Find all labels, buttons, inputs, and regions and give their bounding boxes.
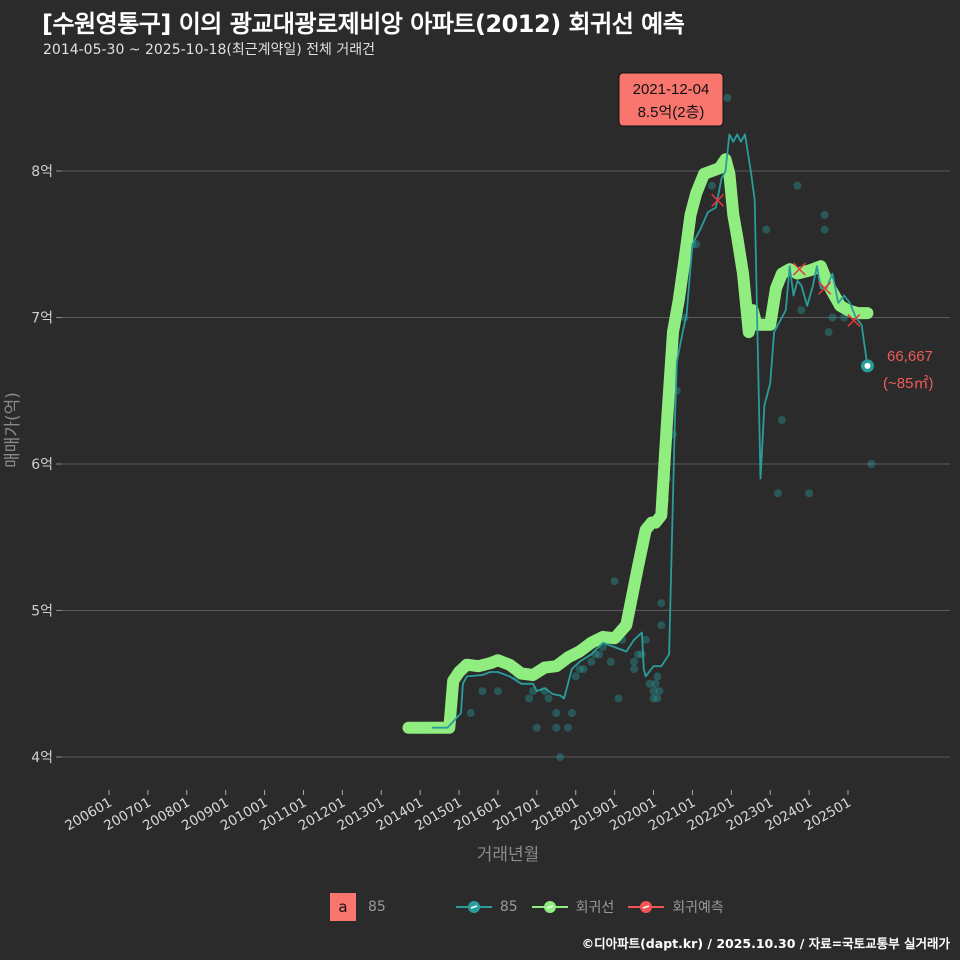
- legend-item-85: 85: [455, 899, 518, 915]
- y-tick-label: 8억: [31, 164, 53, 180]
- prediction-markers: [711, 193, 861, 327]
- peak-value: 8.5억(2층): [638, 104, 705, 121]
- legend-line-prediction-icon: [628, 901, 665, 913]
- chart-title: [수원영통구] 이의 광교대광로제비앙 아파트(2012) 회귀선 예측: [42, 10, 685, 38]
- legend-label-prediction: 회귀예측: [672, 900, 724, 916]
- chart-subtitle: 2014-05-30 ~ 2025-10-18(최근계약일) 전체 거래건: [43, 42, 375, 58]
- x-axis-ticks: 2006012007012008012009012010012011012012…: [62, 790, 854, 834]
- y-axis-ticks: 4억 5억 6억 7억 8억: [31, 164, 62, 766]
- y-axis-label: 매매가(억): [3, 392, 23, 468]
- legend-line-85-icon: [455, 901, 492, 913]
- last-value-label: 66,667: [887, 348, 933, 365]
- peak-date: 2021-12-04: [633, 81, 710, 98]
- grid-lines: [62, 170, 950, 758]
- legend-label-regression: 회귀선: [575, 900, 615, 916]
- source-caption: ©디아파트(dapt.kr) / 2025.10.30 / 자료=국토교통부 실…: [581, 936, 950, 951]
- legend-line-regression-icon: [531, 901, 568, 913]
- legend-item-regression: 회귀선: [531, 897, 615, 917]
- legend-item-prediction: 회귀예측: [628, 897, 724, 917]
- last-point-marker: [860, 359, 874, 373]
- legend: a 85 85 회귀선 회귀예측: [330, 893, 724, 921]
- regression-line: [402, 153, 874, 734]
- transaction-points: [439, 93, 876, 761]
- y-tick-label: 5억: [31, 604, 53, 620]
- legend-fill-label: 85: [368, 899, 386, 915]
- y-tick-label: 4억: [31, 750, 53, 766]
- x-axis-label: 거래년월: [477, 845, 540, 865]
- last-area-label: (~85㎡): [883, 375, 933, 392]
- peak-annotation: 2021-12-04 8.5억(2층): [618, 72, 724, 127]
- y-tick-label: 7억: [31, 311, 53, 327]
- legend-label-85: 85: [499, 899, 518, 915]
- legend-fill-key: a: [330, 893, 356, 921]
- series-85-line: [431, 133, 869, 729]
- y-tick-label: 6억: [31, 457, 53, 473]
